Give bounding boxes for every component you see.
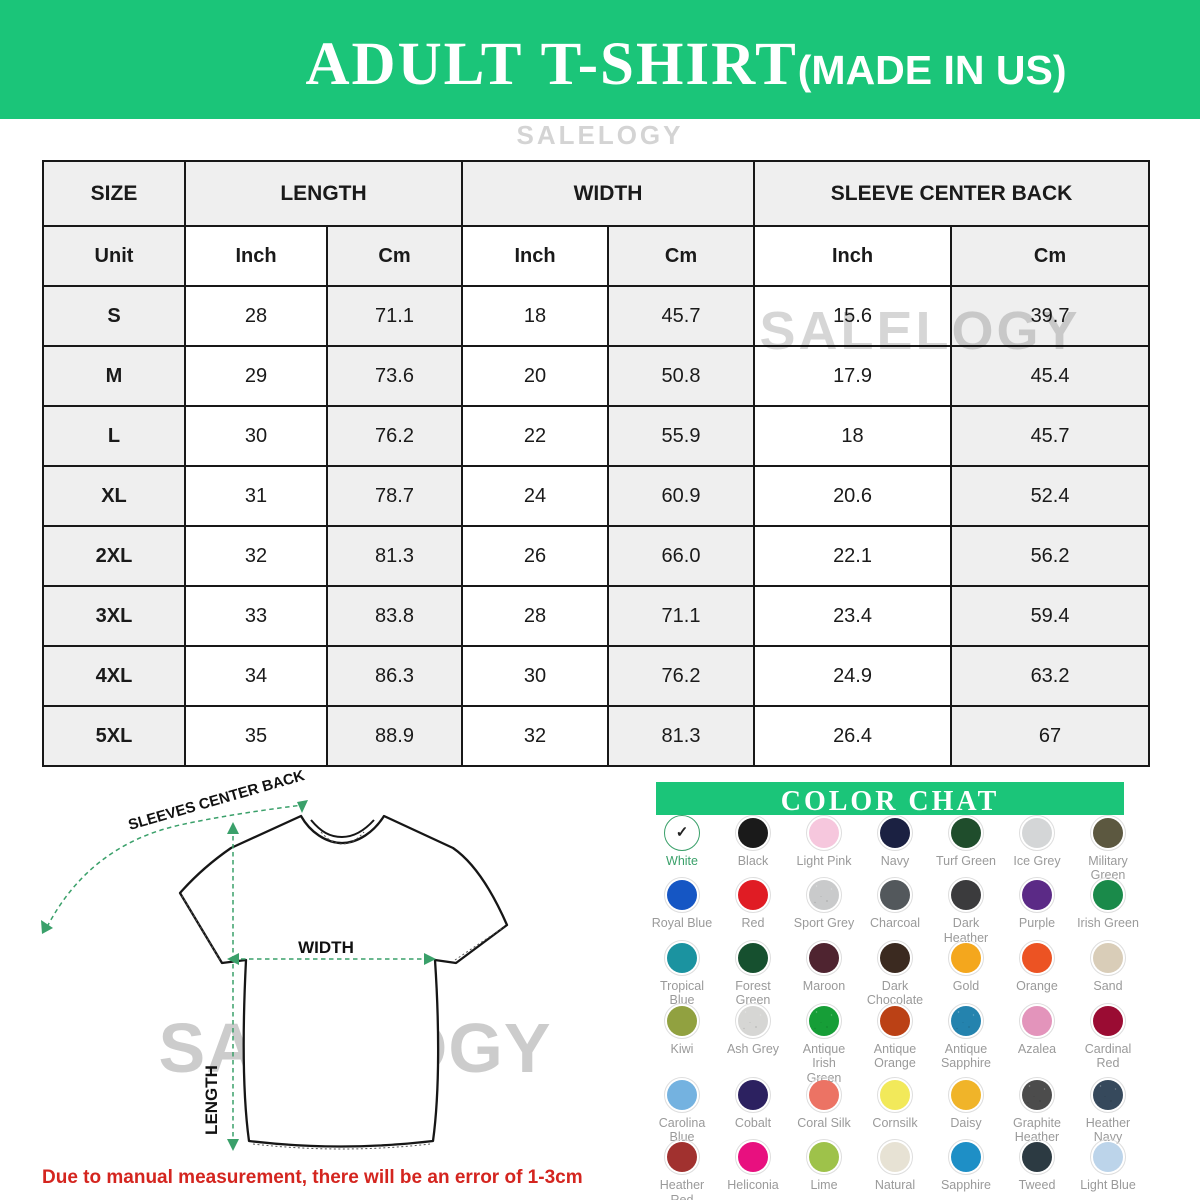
svg-text:LENGTH: LENGTH <box>202 1065 221 1135</box>
svg-text:WIDTH: WIDTH <box>298 938 354 957</box>
svg-text:SLEEVES CENTER BACK: SLEEVES CENTER BACK <box>126 770 306 834</box>
